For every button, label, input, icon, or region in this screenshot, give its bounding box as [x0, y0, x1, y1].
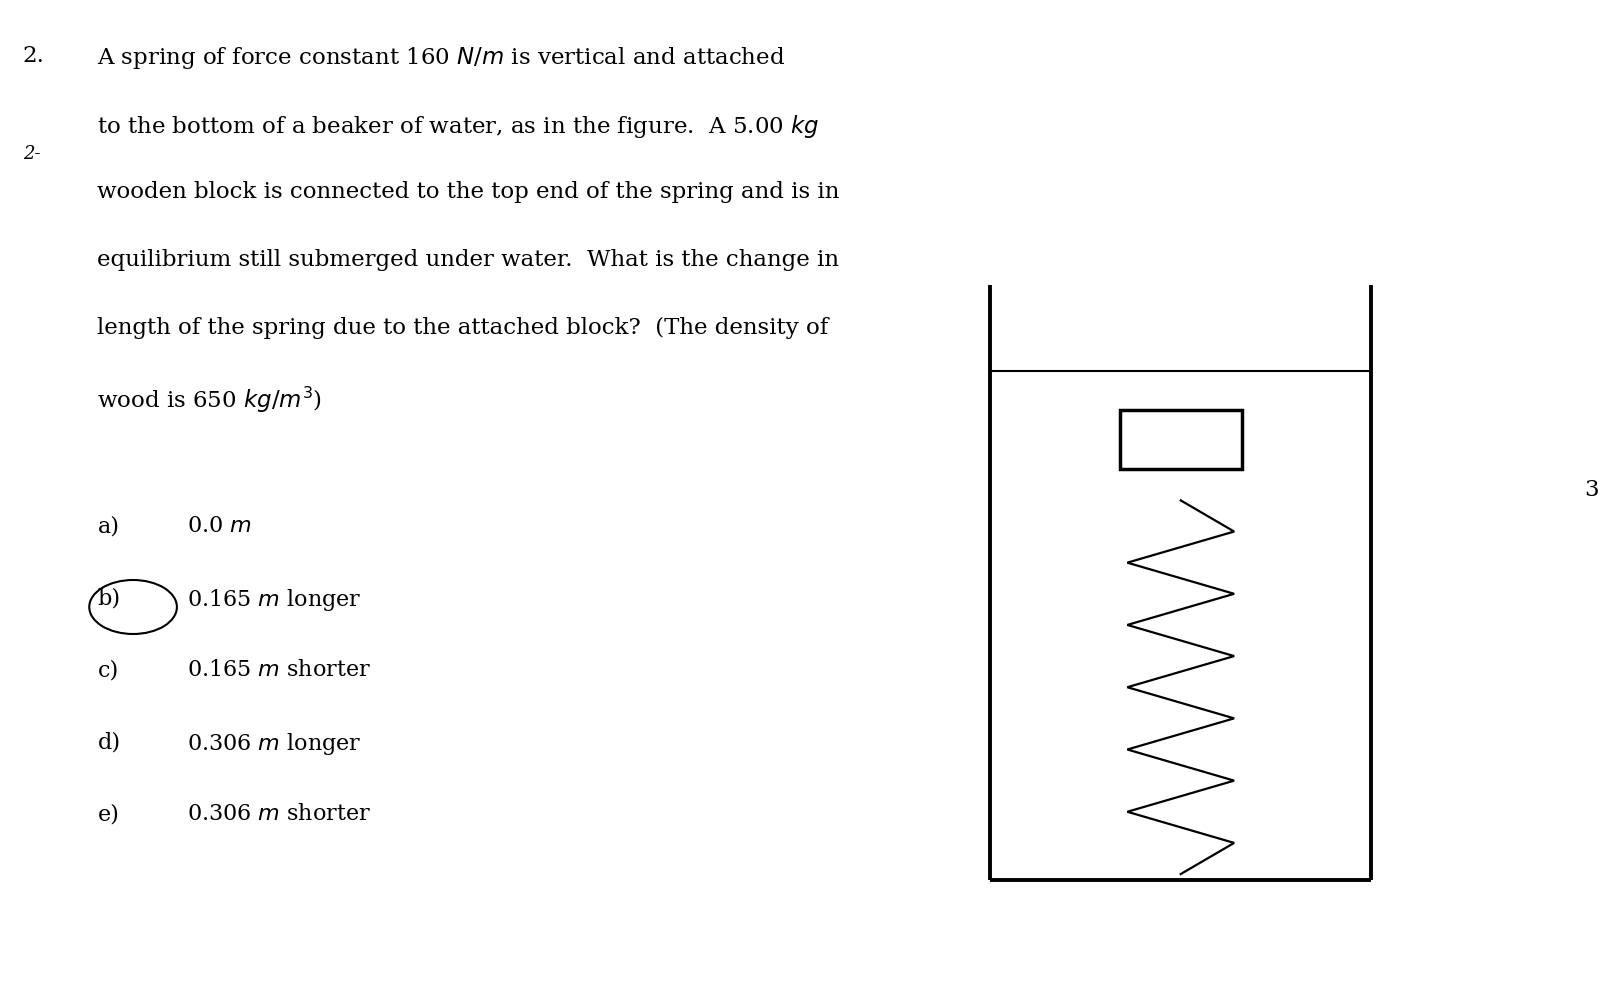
Text: 2-: 2-: [23, 145, 41, 163]
Text: 3: 3: [1584, 479, 1599, 501]
Text: 0.165 $m$ shorter: 0.165 $m$ shorter: [187, 659, 370, 681]
Text: 0.165 $m$ longer: 0.165 $m$ longer: [187, 587, 360, 613]
Text: equilibrium still submerged under water.  What is the change in: equilibrium still submerged under water.…: [97, 249, 839, 271]
Text: 0.306 $m$ longer: 0.306 $m$ longer: [187, 731, 360, 757]
Text: b): b): [97, 587, 120, 609]
Text: A spring of force constant 160 $N/m$ is vertical and attached: A spring of force constant 160 $N/m$ is …: [97, 45, 786, 71]
Text: to the bottom of a beaker of water, as in the figure.  A 5.00 $kg$: to the bottom of a beaker of water, as i…: [97, 113, 820, 140]
Text: e): e): [97, 803, 118, 825]
Text: length of the spring due to the attached block?  (The density of: length of the spring due to the attached…: [97, 317, 829, 339]
Bar: [1120, 410, 1242, 469]
Text: 0.0 $m$: 0.0 $m$: [187, 515, 252, 537]
Text: a): a): [97, 515, 120, 537]
Text: 2.: 2.: [23, 45, 44, 67]
Text: c): c): [97, 659, 118, 681]
Text: wooden block is connected to the top end of the spring and is in: wooden block is connected to the top end…: [97, 181, 839, 203]
Text: 0.306 $m$ shorter: 0.306 $m$ shorter: [187, 803, 370, 825]
Text: wood is 650 $kg/m^3$): wood is 650 $kg/m^3$): [97, 385, 323, 415]
Text: d): d): [97, 731, 120, 753]
